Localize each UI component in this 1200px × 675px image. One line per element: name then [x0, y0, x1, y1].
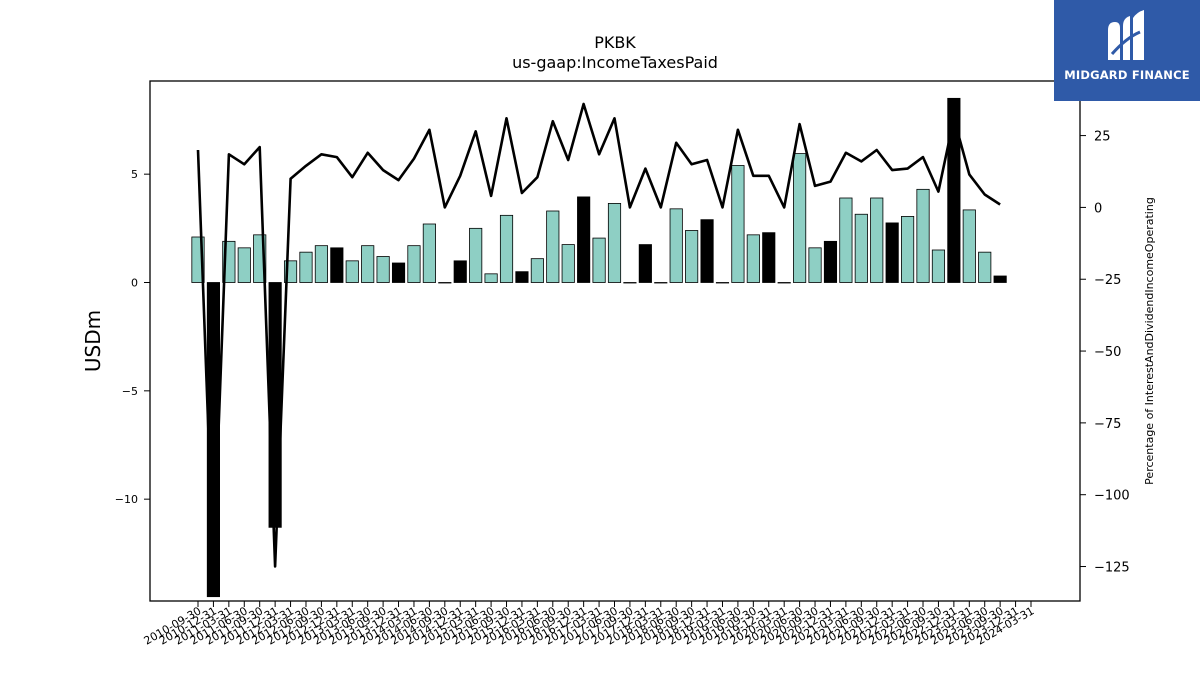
bar [345, 260, 359, 283]
bar [885, 222, 899, 283]
y2-tick-label: −75 [1094, 417, 1121, 432]
bar [623, 282, 637, 284]
bar [607, 203, 622, 283]
bar [793, 153, 807, 283]
y2-tick-label: −50 [1094, 345, 1121, 360]
bar [376, 256, 390, 283]
bar [438, 282, 452, 284]
brand-logo: MIDGARD FINANCE [1054, 0, 1200, 101]
bar [268, 282, 282, 528]
bar [515, 271, 529, 283]
bar [901, 216, 915, 283]
bar [237, 247, 251, 283]
bar [777, 282, 791, 284]
bar [577, 196, 591, 283]
bar [361, 245, 375, 283]
y-tick-label: −10 [115, 493, 138, 506]
y-axis-right: −125 −100 −75 −50 −25 0 25 [1080, 130, 1130, 576]
bar [469, 227, 483, 283]
bar [299, 251, 313, 283]
bar [407, 245, 421, 283]
bar [931, 249, 946, 283]
bar [700, 219, 714, 283]
bar [330, 247, 344, 283]
bar [962, 209, 976, 283]
bar [746, 234, 760, 283]
x-axis: 2010-09-302010-12-312011-03-312011-06-30… [142, 601, 1037, 648]
line-series [196, 102, 1001, 568]
bar [654, 282, 668, 284]
y-tick-label: 0 [131, 277, 138, 290]
bar [870, 197, 884, 283]
bar [993, 275, 1007, 283]
y-tick-label: 5 [131, 168, 138, 181]
bar [808, 247, 822, 283]
y2-tick-label: −25 [1094, 273, 1121, 288]
bar [916, 188, 930, 283]
midgard-logo-icon [1108, 10, 1144, 60]
y2-tick-label: 0 [1094, 201, 1102, 216]
chart-title: PKBK [594, 33, 636, 52]
y2-tick-label: −100 [1094, 489, 1130, 504]
y2-tick-label: −125 [1094, 561, 1130, 576]
bar [762, 232, 776, 283]
bar [731, 165, 745, 283]
y2-axis-label: Percentage of InterestAndDividendIncomeO… [1143, 197, 1156, 485]
bar [561, 244, 575, 283]
bar [484, 273, 498, 283]
bar [422, 223, 436, 283]
bar [453, 260, 467, 283]
bar [854, 213, 868, 283]
bar [530, 258, 544, 283]
y-axis-label: USDm [81, 310, 105, 372]
bar [592, 237, 606, 283]
bar [391, 262, 406, 283]
line-path [196, 102, 1001, 568]
bar [947, 97, 961, 283]
bar [978, 251, 992, 283]
y-axis-left: −10 −5 0 5 [115, 168, 150, 506]
bar [314, 245, 328, 283]
bar [823, 240, 838, 283]
bar [546, 210, 560, 283]
bar [669, 208, 683, 283]
plot-frame [149, 80, 1081, 602]
brand-name: MIDGARD FINANCE [1064, 68, 1190, 82]
bar [839, 197, 853, 283]
bar [638, 244, 652, 283]
bar [685, 230, 699, 283]
bar [499, 214, 514, 283]
bar-series [191, 97, 1007, 598]
chart-subtitle: us-gaap:IncomeTaxesPaid [512, 53, 718, 72]
bar [715, 282, 730, 284]
y-tick-label: −5 [122, 385, 138, 398]
y2-tick-label: 25 [1094, 130, 1111, 145]
